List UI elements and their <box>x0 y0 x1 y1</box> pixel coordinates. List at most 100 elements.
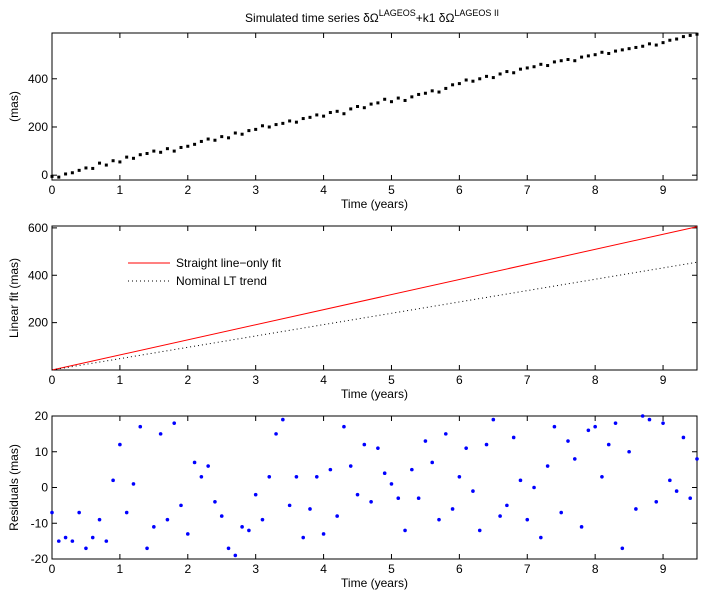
point <box>124 510 129 515</box>
point <box>294 120 298 124</box>
point <box>288 119 292 123</box>
point <box>545 464 550 468</box>
point <box>606 442 611 447</box>
point <box>362 106 366 110</box>
point <box>477 528 482 533</box>
point <box>240 132 244 136</box>
point <box>104 163 108 167</box>
y-tick-label: 0 <box>41 168 48 182</box>
x-tick-label: 5 <box>388 562 395 576</box>
title-part: +k1 δΩ <box>416 11 455 25</box>
point <box>56 539 61 543</box>
x-tick-label: 0 <box>49 373 56 387</box>
point <box>559 510 564 515</box>
point <box>539 62 543 66</box>
point <box>219 514 224 518</box>
x-tick-label: 9 <box>660 183 667 197</box>
figure-title: Simulated time series δΩLAGEOS+k1 δΩLAGE… <box>245 8 499 25</box>
point <box>471 489 475 493</box>
point <box>600 474 604 479</box>
point <box>152 149 156 153</box>
point <box>654 43 658 47</box>
point <box>573 59 577 63</box>
point <box>403 98 407 102</box>
point <box>607 51 611 55</box>
point <box>233 553 238 558</box>
point <box>138 424 143 429</box>
point <box>430 460 435 465</box>
point <box>152 525 156 529</box>
point <box>233 131 237 135</box>
point <box>199 139 203 143</box>
point <box>389 482 394 486</box>
point <box>98 161 102 165</box>
point <box>335 514 339 518</box>
y-tick-label: 400 <box>28 268 48 282</box>
point <box>478 77 482 81</box>
point <box>192 460 197 465</box>
point <box>199 474 204 479</box>
point <box>511 435 516 440</box>
point <box>640 414 645 418</box>
point <box>213 500 217 504</box>
point <box>668 478 672 483</box>
point <box>206 137 210 141</box>
y-tick-label: 0 <box>41 481 48 495</box>
point <box>301 535 306 540</box>
x-tick-label: 3 <box>252 373 259 387</box>
point <box>505 503 509 508</box>
x-tick-label: 1 <box>117 183 124 197</box>
point <box>627 449 631 454</box>
x-tick-label: 8 <box>592 183 599 197</box>
point <box>695 457 699 461</box>
point <box>159 150 163 154</box>
x-tick-label: 0 <box>49 562 56 576</box>
point <box>593 53 597 57</box>
point <box>450 507 455 511</box>
point <box>308 507 312 511</box>
point <box>559 59 563 63</box>
y-tick-label: 10 <box>35 445 49 459</box>
y-axis-label: Residuals (mas) <box>7 444 21 531</box>
point <box>314 474 319 479</box>
point <box>430 89 434 93</box>
point <box>301 117 305 121</box>
point <box>443 432 448 436</box>
y-axis-label: (mas) <box>7 91 21 122</box>
point <box>287 503 292 508</box>
point <box>675 37 679 41</box>
x-tick-label: 6 <box>456 183 463 197</box>
point <box>186 144 190 148</box>
x-tick-label: 2 <box>184 562 191 576</box>
point <box>423 439 428 443</box>
point <box>376 446 380 450</box>
point <box>355 492 360 497</box>
point <box>57 175 61 179</box>
point <box>532 485 536 490</box>
point <box>688 33 692 37</box>
point <box>566 439 570 443</box>
point <box>91 166 95 170</box>
point <box>600 50 604 54</box>
point <box>647 417 652 422</box>
point <box>321 532 326 536</box>
x-tick-label: 7 <box>524 373 531 387</box>
point <box>369 102 373 106</box>
title-sup: LAGEOS <box>379 8 416 18</box>
point <box>247 528 251 533</box>
point <box>220 135 224 139</box>
point <box>593 424 597 429</box>
point <box>328 467 333 472</box>
x-tick-label: 4 <box>320 373 327 387</box>
point <box>566 58 570 62</box>
point <box>111 159 115 163</box>
y-tick-label: 400 <box>28 72 48 86</box>
point <box>579 525 584 529</box>
point <box>131 482 136 486</box>
x-tick-label: 8 <box>592 562 599 576</box>
axes-box <box>51 32 698 181</box>
point <box>348 464 353 468</box>
point <box>247 129 251 133</box>
point <box>688 496 693 501</box>
